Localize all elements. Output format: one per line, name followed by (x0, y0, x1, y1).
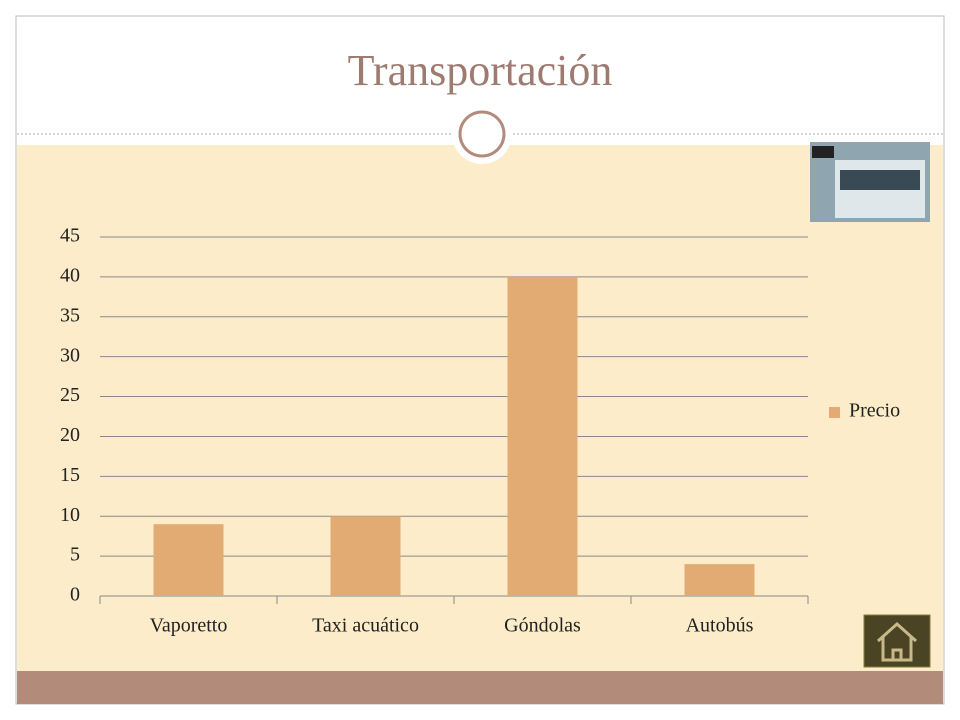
footer-bar (17, 671, 943, 704)
y-tick-label: 15 (60, 464, 80, 486)
y-tick-label: 0 (70, 584, 80, 606)
x-tick-label: Góndolas (504, 615, 581, 637)
y-tick-label: 40 (60, 264, 80, 286)
bar (330, 516, 401, 596)
bar (507, 276, 578, 596)
home-icon (876, 621, 918, 662)
y-tick-label: 5 (70, 544, 80, 566)
x-tick-label: Vaporetto (150, 615, 228, 637)
chart-title: Transportación (348, 46, 613, 95)
photo-window (840, 170, 920, 190)
x-tick-label: Taxi acuático (312, 615, 419, 637)
y-tick-label: 30 (60, 344, 80, 366)
photo-sign (812, 146, 834, 158)
bus-photo (810, 142, 930, 222)
y-tick-label: 45 (60, 225, 80, 247)
x-tick-label: Autobús (686, 615, 754, 637)
home-button[interactable] (863, 614, 931, 668)
legend-label: Precio (849, 400, 900, 422)
y-tick-label: 35 (60, 304, 80, 326)
ornament-ring (458, 110, 506, 158)
bar (153, 524, 224, 596)
y-tick-label: 25 (60, 384, 80, 406)
y-tick-label: 10 (60, 504, 80, 526)
y-tick-label: 20 (60, 424, 80, 446)
legend-swatch (829, 407, 840, 418)
bar (684, 564, 755, 596)
